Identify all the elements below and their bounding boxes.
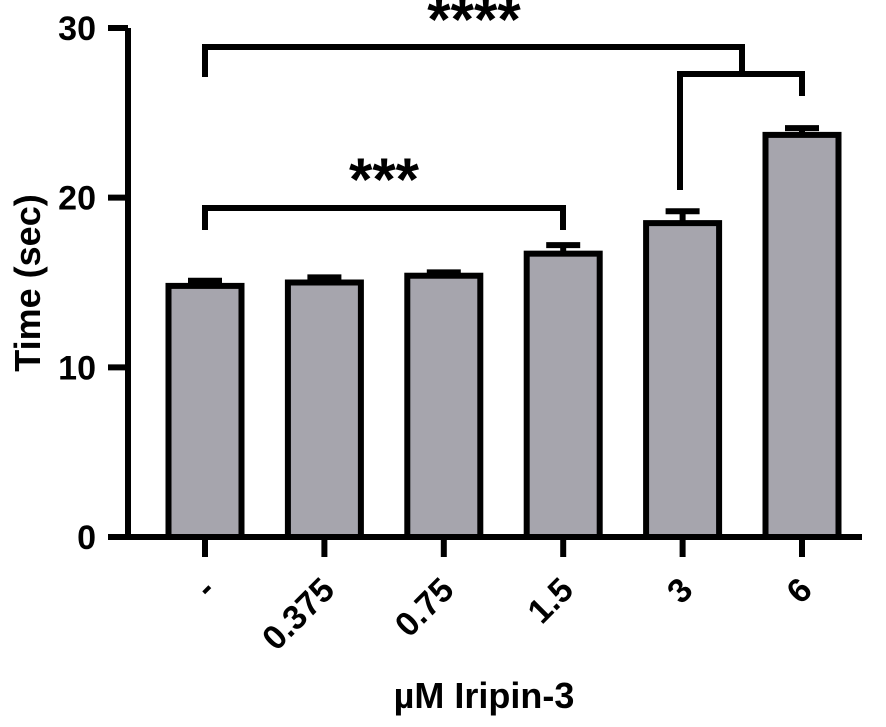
significance-label: **** [427, 0, 521, 53]
significance-bracket-2: **** [202, 0, 805, 190]
x-tick-label: - [188, 571, 223, 606]
y-tick-label: 30 [58, 10, 96, 48]
bars [165, 131, 842, 541]
bracket-line [202, 205, 566, 230]
bar [165, 282, 245, 541]
x-axis: -0.375 0.75 1.5 3 6 [125, 534, 862, 658]
bar [523, 250, 603, 540]
y-tick-label: 20 [58, 180, 96, 218]
y-ticks: 0 10 20 30 [58, 10, 128, 557]
y-axis: 0 10 20 30 [58, 10, 131, 557]
x-tick-label: 6 [779, 571, 819, 611]
significance-label: *** [349, 146, 420, 213]
x-tick-label: 0.75 [388, 571, 462, 645]
y-tick-label: 0 [77, 519, 96, 557]
x-tick-label: 3 [660, 571, 700, 611]
bar [404, 272, 484, 540]
x-ticks: -0.375 0.75 1.5 3 6 [188, 537, 820, 658]
bracket-line [202, 44, 745, 77]
x-tick-label: 1.5 [521, 571, 581, 631]
bar [762, 131, 842, 540]
bar [643, 220, 723, 540]
x-tick-label: 0.375 [255, 571, 342, 658]
bar [284, 279, 364, 540]
significance-bracket-1: *** [202, 146, 566, 230]
x-axis-title: µM Iripin-3 [394, 675, 575, 716]
y-tick-label: 10 [58, 349, 96, 387]
error-bars [188, 125, 819, 286]
y-axis-title: Time (sec) [7, 194, 48, 371]
